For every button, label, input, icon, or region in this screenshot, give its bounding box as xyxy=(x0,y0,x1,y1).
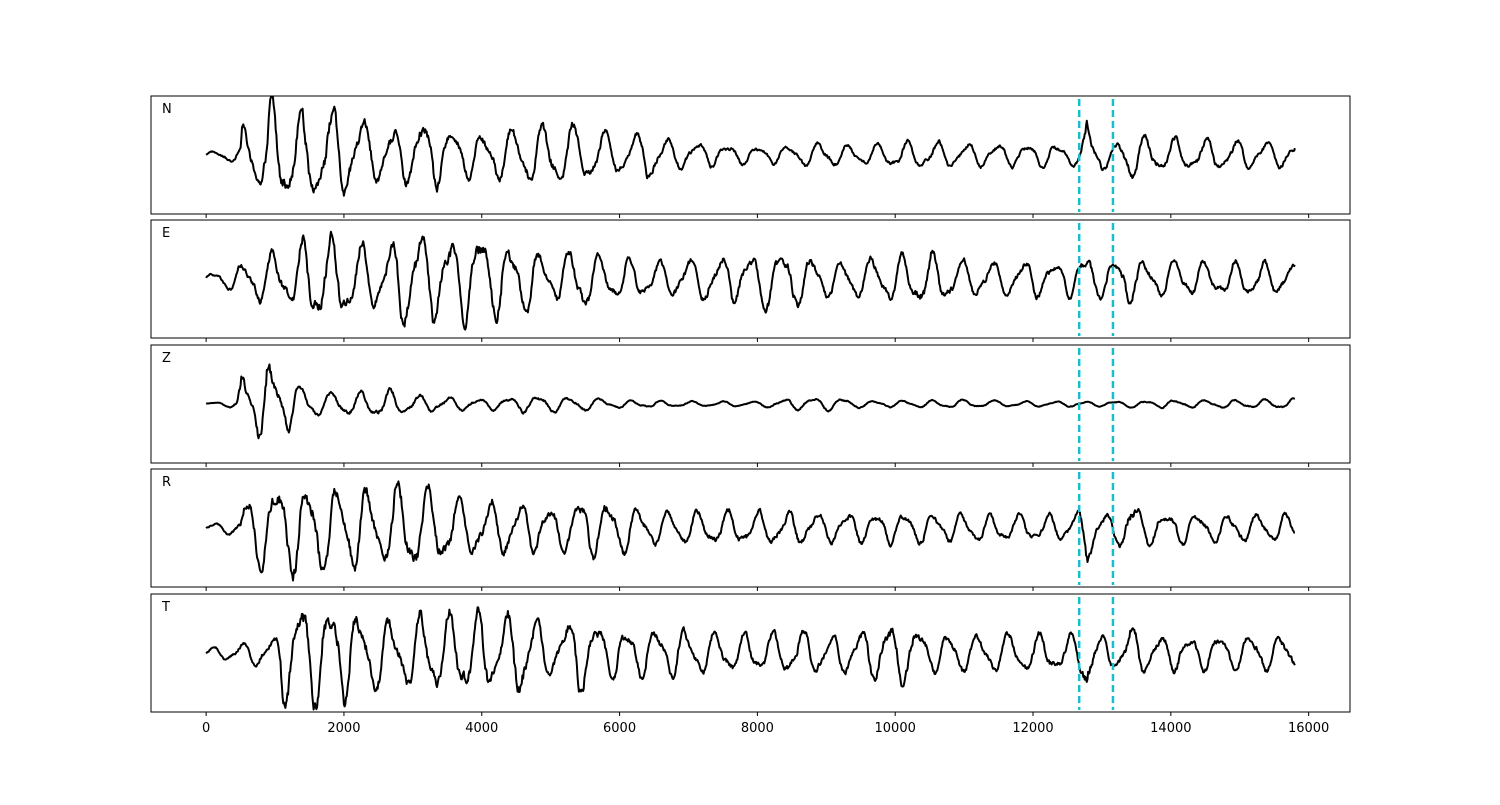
x-axis: 0 2000 4000 6000 8000 10000 12000 14000 16000 xyxy=(202,721,1329,736)
panel-n: N xyxy=(150,95,1351,218)
channel-label: Z xyxy=(162,351,171,366)
waveform-r xyxy=(205,480,1296,582)
x-tick-label: 12000 xyxy=(1012,721,1053,736)
panel-frame xyxy=(150,344,1351,464)
x-tick-label: 8000 xyxy=(741,721,774,736)
waveform-e xyxy=(205,230,1296,331)
channel-label: N xyxy=(162,102,172,117)
channel-label: T xyxy=(161,600,170,615)
panel-frame xyxy=(150,219,1351,339)
x-tick-label: 6000 xyxy=(603,721,636,736)
panel-t: T xyxy=(150,593,1351,716)
panel-frame xyxy=(150,95,1351,215)
panel-frame xyxy=(150,468,1351,588)
waveform-t xyxy=(205,606,1296,711)
channel-label: E xyxy=(162,226,170,241)
x-tick-label: 2000 xyxy=(327,721,360,736)
x-tick-label: 14000 xyxy=(1150,721,1191,736)
panel-r: R xyxy=(150,468,1351,591)
x-tick-label: 4000 xyxy=(465,721,498,736)
waveform-z xyxy=(205,363,1296,440)
x-tick-label: 16000 xyxy=(1288,721,1329,736)
channel-label: R xyxy=(162,475,171,490)
waveform-n xyxy=(205,96,1296,197)
panel-e: E xyxy=(150,219,1351,342)
x-tick-label: 10000 xyxy=(875,721,916,736)
panel-z: Z xyxy=(150,344,1351,467)
x-tick-label: 0 xyxy=(202,721,210,736)
panel-frame xyxy=(150,593,1351,713)
